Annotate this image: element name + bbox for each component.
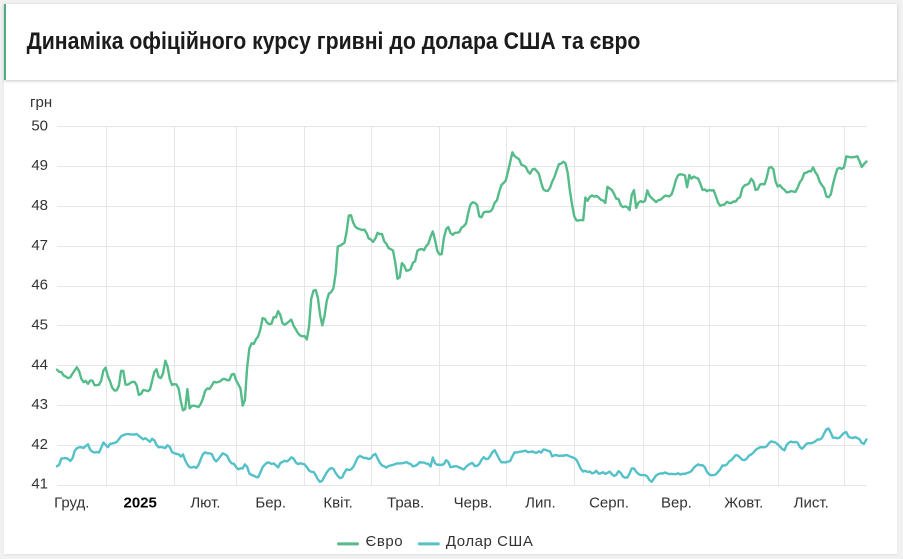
svg-text:Черв.: Черв.	[454, 495, 493, 512]
svg-text:2025: 2025	[124, 495, 157, 512]
svg-text:Жовт.: Жовт.	[724, 495, 763, 512]
svg-text:Бер.: Бер.	[255, 495, 286, 512]
svg-text:Лют.: Лют.	[190, 495, 220, 512]
svg-text:42: 42	[31, 436, 48, 453]
svg-text:Долар США: Долар США	[446, 533, 533, 550]
svg-text:41: 41	[31, 476, 48, 493]
svg-text:Лист.: Лист.	[794, 495, 829, 512]
svg-text:Вер.: Вер.	[661, 495, 692, 512]
svg-text:Євро: Євро	[366, 533, 404, 550]
svg-text:43: 43	[31, 396, 48, 413]
svg-text:Трав.: Трав.	[387, 495, 424, 512]
svg-text:49: 49	[31, 157, 48, 174]
svg-text:грн: грн	[30, 94, 52, 111]
svg-text:Груд.: Груд.	[54, 495, 89, 512]
svg-text:48: 48	[31, 197, 48, 214]
svg-text:50: 50	[31, 117, 48, 134]
svg-text:Лип.: Лип.	[525, 495, 556, 512]
svg-text:Квіт.: Квіт.	[323, 495, 352, 512]
svg-text:46: 46	[31, 277, 48, 294]
svg-text:Серп.: Серп.	[589, 495, 629, 512]
svg-text:44: 44	[31, 356, 48, 373]
svg-text:47: 47	[31, 237, 48, 254]
svg-text:45: 45	[31, 317, 48, 334]
